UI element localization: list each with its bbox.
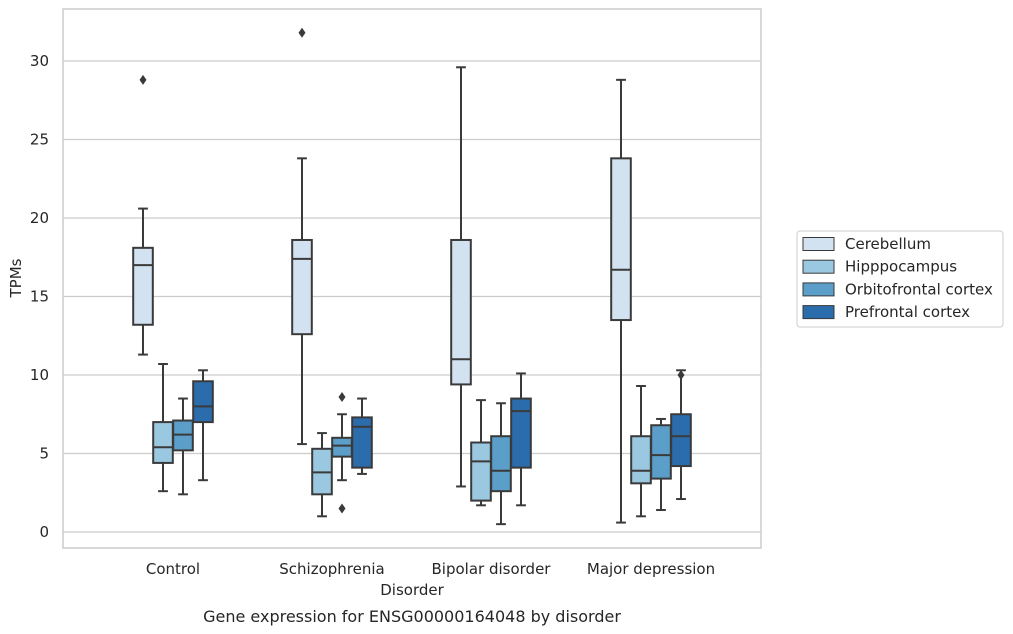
- box-0-1: [152, 363, 174, 493]
- box-body: [670, 413, 692, 468]
- box-2-0: [450, 66, 472, 488]
- legend-frame: [796, 230, 1004, 328]
- box-body: [470, 441, 492, 502]
- box-body: [291, 238, 313, 336]
- box-body: [331, 436, 353, 458]
- legend-label: Hipppocampus: [845, 258, 957, 276]
- box-0-3: [192, 369, 214, 482]
- box-body: [490, 435, 512, 493]
- x-tick-label: Control: [146, 560, 200, 578]
- box-1-3: [351, 397, 373, 475]
- gridlines: [63, 60, 761, 533]
- box-body: [192, 380, 214, 424]
- legend-swatch: [802, 282, 835, 297]
- x-tick-label: Major depression: [587, 560, 715, 578]
- y-tick-label: 15: [30, 288, 49, 306]
- y-tick-label: 20: [30, 209, 49, 227]
- box-body: [650, 424, 672, 480]
- x-tick-label: Bipolar disorder: [432, 560, 552, 578]
- legend: Cerebellum Hipppocampus Orbitofrontal cort…: [796, 230, 1004, 328]
- x-axis-label: Disorder: [380, 581, 444, 599]
- box-3-0: [610, 78, 632, 524]
- box-body: [610, 157, 632, 322]
- box-3-2: [650, 417, 672, 512]
- y-tick-label: 5: [39, 445, 49, 463]
- box-body: [132, 246, 154, 326]
- box-3-1: [630, 384, 652, 518]
- box-body: [630, 435, 652, 485]
- legend-label: Cerebellum: [845, 235, 931, 253]
- box-body: [510, 397, 532, 469]
- legend-swatch: [802, 305, 835, 320]
- box-body: [152, 421, 174, 464]
- y-tick-label: 10: [30, 366, 49, 384]
- outlier-marker: [298, 27, 306, 38]
- y-tick-label: 30: [30, 52, 49, 70]
- box-1-1: [311, 432, 333, 518]
- outlier-marker: [139, 74, 147, 85]
- box-0-2: [172, 397, 194, 496]
- box-2-3: [510, 372, 532, 507]
- box-series: [132, 27, 692, 526]
- y-axis-ticks: 0 5 10 15 20 25 30: [30, 52, 49, 541]
- legend-label: Prefrontal cortex: [845, 303, 970, 321]
- box-2-1: [470, 399, 492, 507]
- y-axis-label: TPMs: [7, 258, 25, 298]
- outlier-marker: [677, 370, 685, 380]
- legend-swatch: [802, 237, 835, 251]
- plot-frame: [62, 8, 762, 549]
- box-3-3: [670, 369, 692, 501]
- y-tick-label: 25: [30, 131, 49, 149]
- box-1-0: [291, 27, 313, 446]
- box-body: [351, 416, 373, 469]
- legend-label: Orbitofrontal cortex: [845, 280, 993, 298]
- box-1-2: [331, 391, 353, 514]
- x-axis-ticks: Control Schizophrenia Bipolar disorder Majo…: [146, 560, 715, 578]
- box-0-0: [132, 74, 154, 356]
- outlier-marker: [338, 503, 346, 514]
- x-tick-label: Schizophrenia: [279, 560, 384, 578]
- box-body: [450, 238, 472, 386]
- box-2-2: [490, 402, 512, 526]
- y-tick-label: 0: [39, 523, 49, 541]
- outlier-marker: [338, 391, 346, 402]
- chart-caption: Gene expression for ENSG00000164048 by d…: [203, 607, 621, 626]
- legend-swatch: [802, 259, 835, 274]
